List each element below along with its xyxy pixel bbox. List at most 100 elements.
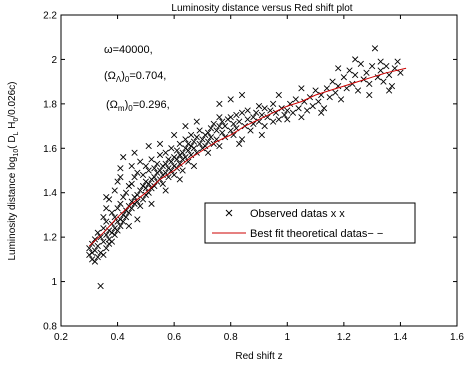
data-point bbox=[185, 147, 192, 154]
y-tick-label: 0.8 bbox=[43, 322, 57, 333]
data-point bbox=[270, 100, 277, 107]
data-point bbox=[103, 194, 110, 201]
data-point bbox=[190, 162, 198, 170]
data-point bbox=[100, 238, 107, 245]
data-point bbox=[332, 89, 339, 96]
data-point bbox=[145, 189, 152, 196]
data-point bbox=[128, 162, 135, 170]
data-point bbox=[298, 114, 305, 121]
data-point bbox=[255, 102, 263, 110]
series-layer bbox=[86, 45, 407, 290]
data-point bbox=[377, 67, 384, 74]
data-point bbox=[176, 160, 183, 167]
data-point bbox=[196, 127, 203, 134]
data-point bbox=[190, 138, 198, 145]
data-point bbox=[230, 120, 237, 127]
data-point bbox=[120, 154, 127, 161]
data-point bbox=[182, 136, 189, 143]
data-point bbox=[134, 198, 141, 205]
data-point bbox=[134, 169, 141, 176]
x-axis: 0.2 0.4 0.6 0.8 1 1.2 1.4 1.6 bbox=[54, 15, 464, 343]
data-point bbox=[91, 236, 99, 243]
data-point bbox=[108, 238, 116, 245]
data-point bbox=[103, 231, 110, 239]
data-point bbox=[97, 234, 104, 241]
data-point bbox=[397, 69, 404, 76]
data-point bbox=[114, 178, 121, 185]
data-point bbox=[261, 122, 268, 130]
data-point bbox=[187, 131, 195, 139]
data-point bbox=[385, 87, 393, 94]
data-point bbox=[267, 107, 274, 114]
data-point bbox=[219, 118, 226, 125]
data-point bbox=[329, 78, 336, 85]
data-point bbox=[275, 116, 282, 123]
data-point bbox=[196, 140, 203, 147]
data-point bbox=[162, 187, 169, 194]
data-point bbox=[122, 189, 130, 196]
data-point bbox=[151, 165, 158, 172]
data-point bbox=[139, 171, 147, 179]
data-point bbox=[204, 138, 212, 145]
data-point bbox=[94, 242, 101, 250]
data-point bbox=[159, 180, 166, 187]
data-point bbox=[216, 100, 223, 107]
data-point bbox=[309, 102, 316, 110]
data-point bbox=[323, 85, 331, 92]
data-point bbox=[173, 156, 181, 163]
data-point bbox=[238, 91, 246, 99]
legend-label-observed: Observed datas x x bbox=[250, 208, 345, 220]
data-point bbox=[168, 167, 175, 174]
data-point bbox=[258, 131, 265, 139]
data-point bbox=[261, 105, 268, 112]
data-point bbox=[312, 87, 319, 94]
data-point bbox=[103, 205, 110, 212]
legend-box bbox=[204, 202, 416, 244]
data-point bbox=[380, 78, 387, 85]
data-point bbox=[216, 114, 223, 121]
data-point bbox=[162, 149, 169, 156]
data-point bbox=[97, 282, 104, 290]
data-point bbox=[171, 131, 178, 139]
data-point bbox=[108, 209, 116, 216]
data-point bbox=[270, 118, 277, 125]
data-point bbox=[371, 45, 379, 52]
data-point bbox=[346, 67, 353, 74]
plot-area bbox=[60, 14, 458, 327]
data-point bbox=[131, 174, 138, 181]
data-point bbox=[179, 149, 186, 156]
data-point bbox=[100, 251, 107, 259]
data-point bbox=[182, 122, 189, 130]
data-point bbox=[199, 136, 206, 143]
data-point bbox=[117, 174, 124, 181]
data-point bbox=[179, 167, 186, 174]
data-point bbox=[142, 162, 149, 170]
x-tick-label: 0.4 bbox=[111, 332, 125, 343]
data-point bbox=[207, 125, 215, 132]
legend: Observed datas x x Best fit theoretical … bbox=[204, 202, 416, 244]
data-point bbox=[275, 91, 282, 99]
data-point bbox=[154, 160, 161, 167]
data-point bbox=[86, 245, 93, 252]
data-point bbox=[219, 129, 226, 136]
data-point bbox=[148, 156, 155, 163]
x-tick-label: 1.4 bbox=[393, 332, 407, 343]
data-point bbox=[298, 85, 305, 92]
data-point bbox=[117, 200, 124, 207]
data-point bbox=[250, 114, 257, 121]
data-point bbox=[193, 134, 200, 141]
data-point bbox=[343, 85, 350, 92]
fit-line bbox=[88, 67, 407, 247]
data-point bbox=[125, 209, 133, 216]
data-point bbox=[117, 165, 124, 172]
data-point bbox=[151, 182, 158, 190]
y-tick-label: 2.2 bbox=[43, 11, 57, 22]
x-tick-label: 1.6 bbox=[450, 332, 464, 343]
data-point bbox=[289, 109, 297, 116]
data-point bbox=[340, 74, 347, 81]
data-point bbox=[303, 107, 311, 114]
x-tick-label: 1.2 bbox=[337, 332, 351, 343]
data-point bbox=[111, 187, 118, 194]
data-point bbox=[233, 111, 240, 119]
